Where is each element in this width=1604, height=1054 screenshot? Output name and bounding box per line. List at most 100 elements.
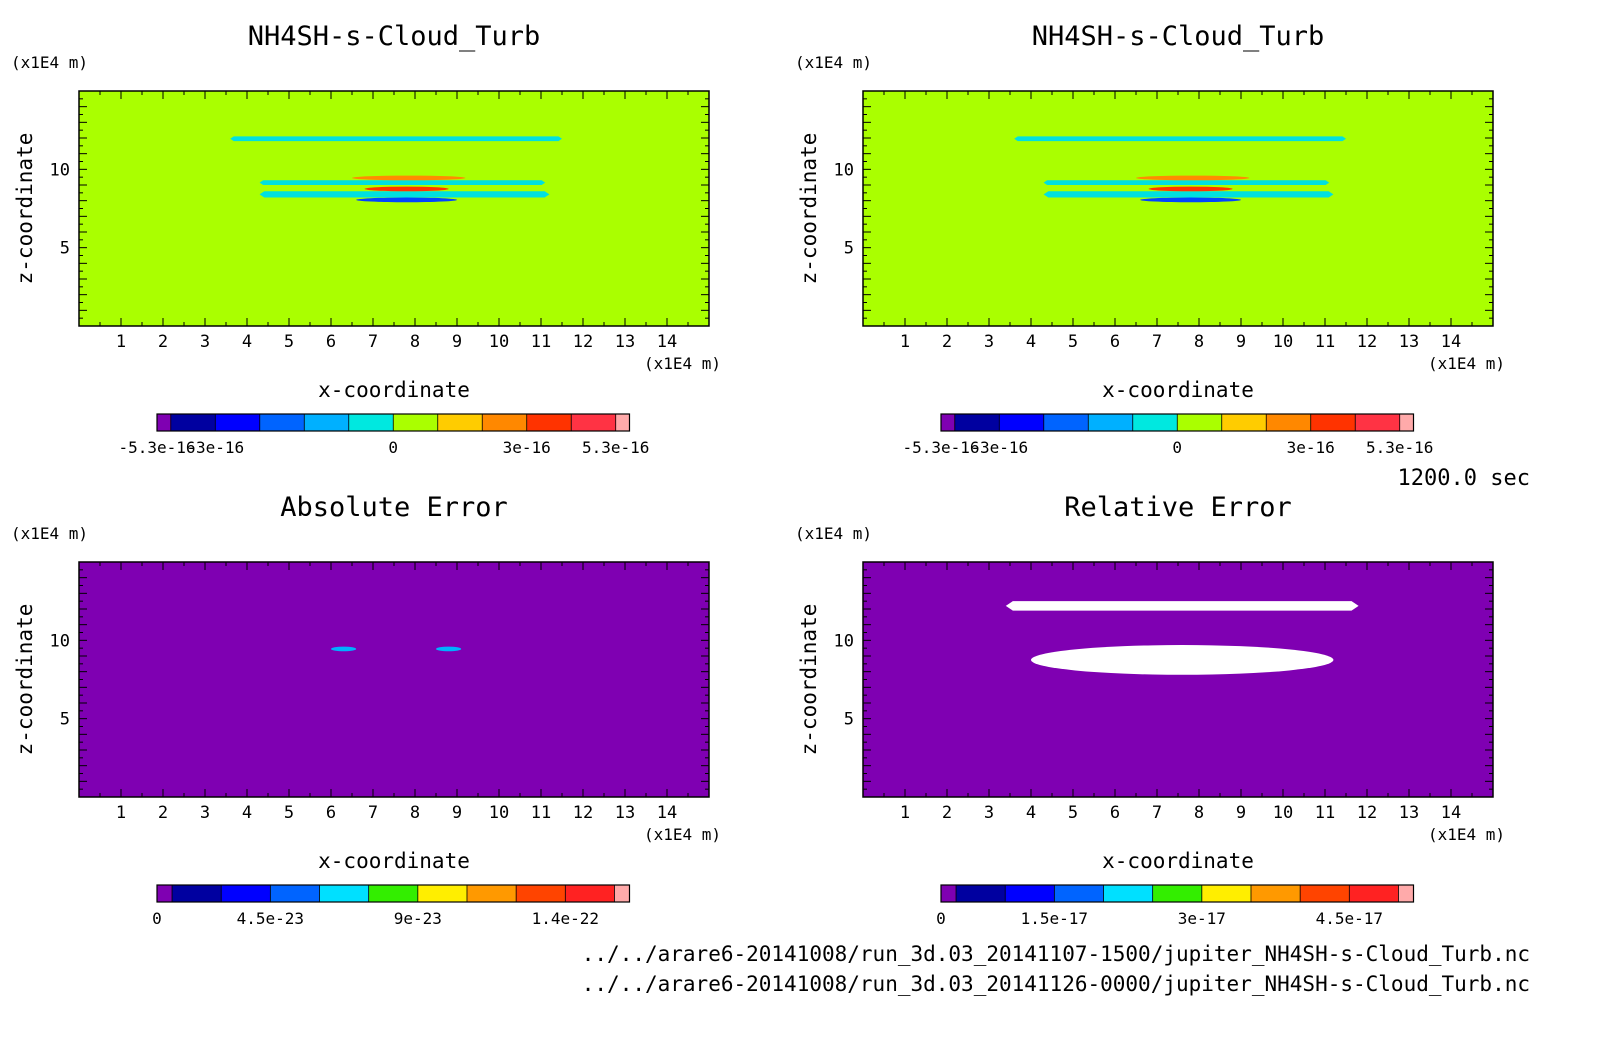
x-tick-label: 14 xyxy=(657,332,677,352)
y-tick-label: 5 xyxy=(844,710,854,730)
field-feature-blob xyxy=(1031,645,1334,675)
x-tick-label: 2 xyxy=(158,332,168,352)
colorbar-swatch xyxy=(1103,885,1153,902)
colorbar-tick-label: -5.3e-16 xyxy=(902,438,979,457)
colorbar-swatch xyxy=(170,414,216,431)
field-background xyxy=(863,91,1493,326)
colorbar-swatch xyxy=(259,414,305,431)
colorbar-swatch xyxy=(466,885,517,902)
colorbar-swatch xyxy=(270,885,320,902)
colorbar-tick-label: 3e-16 xyxy=(1287,438,1335,457)
x-tick-label: 3 xyxy=(984,803,994,823)
colorbar-swatch xyxy=(393,414,438,431)
field-feature-blob xyxy=(352,175,466,181)
y-axis-label: z-coordinate xyxy=(797,604,821,756)
colorbar-swatch xyxy=(1266,414,1311,431)
x-tick-label: 10 xyxy=(1273,332,1293,352)
colorbar-swatch xyxy=(348,414,394,431)
x-tick-label: 3 xyxy=(984,332,994,352)
colorbar-swatch xyxy=(157,885,173,902)
colorbar-swatch xyxy=(1399,414,1414,431)
colorbar-tick-label: 1.5e-17 xyxy=(1021,909,1088,928)
chart-title: NH4SH-s-Cloud_Turb xyxy=(1032,21,1325,52)
field-feature-band xyxy=(1043,180,1330,185)
x-tick-label: 9 xyxy=(452,332,462,352)
chart-title: NH4SH-s-Cloud_Turb xyxy=(248,21,541,52)
colorbar-swatch xyxy=(954,414,1000,431)
colorbar-tick-label: 4.5e-23 xyxy=(237,909,304,928)
field-feature-blob xyxy=(364,186,449,192)
x-tick-label: 2 xyxy=(942,332,952,352)
y-unit-label: (x1E4 m) xyxy=(795,524,872,543)
colorbar-swatch xyxy=(482,414,527,431)
field-feature-blob xyxy=(1140,197,1241,203)
x-tick-label: 7 xyxy=(368,332,378,352)
x-tick-label: 14 xyxy=(1441,332,1461,352)
colorbar-swatch xyxy=(1300,885,1350,902)
colorbar-tick-label: 0 xyxy=(936,909,946,928)
colorbar-swatch xyxy=(1005,885,1055,902)
colorbar-swatch xyxy=(1221,414,1267,431)
x-tick-label: 6 xyxy=(1110,803,1120,823)
x-unit-label: (x1E4 m) xyxy=(644,825,721,844)
x-unit-label: (x1E4 m) xyxy=(644,354,721,373)
x-axis-label: x-coordinate xyxy=(1102,849,1254,873)
chart-title: Absolute Error xyxy=(280,492,508,523)
x-tick-label: 1 xyxy=(900,803,910,823)
colorbar-swatch xyxy=(319,885,369,902)
colorbar-tick-label: -3e-16 xyxy=(970,438,1028,457)
time-label: 1200.0 sec xyxy=(1397,466,1530,491)
x-tick-label: 5 xyxy=(284,803,294,823)
file-path-2: ../../arare6-20141008/run_3d.03_20141126… xyxy=(581,972,1530,996)
x-tick-label: 13 xyxy=(1399,803,1419,823)
colorbar-swatch xyxy=(1152,885,1202,902)
colorbar-tick-label: 0 xyxy=(152,909,162,928)
x-tick-label: 3 xyxy=(200,332,210,352)
colorbar-swatch xyxy=(614,885,630,902)
colorbar-tick-label: -3e-16 xyxy=(186,438,244,457)
y-axis-label: z-coordinate xyxy=(13,604,37,756)
colorbar-swatch xyxy=(615,414,630,431)
x-tick-label: 10 xyxy=(1273,803,1293,823)
field-feature-band xyxy=(230,136,562,142)
colorbar-swatch xyxy=(172,885,222,902)
colorbar-swatch xyxy=(1054,885,1104,902)
x-unit-label: (x1E4 m) xyxy=(1428,354,1505,373)
x-tick-label: 12 xyxy=(573,332,593,352)
x-tick-label: 5 xyxy=(1068,803,1078,823)
x-tick-label: 1 xyxy=(116,332,126,352)
x-tick-label: 9 xyxy=(452,803,462,823)
x-axis-label: x-coordinate xyxy=(1102,378,1254,402)
colorbar-swatch xyxy=(221,885,271,902)
colorbar-swatch xyxy=(437,414,483,431)
field-background xyxy=(79,562,709,797)
field-feature-blob xyxy=(1136,175,1250,181)
colorbar-tick-label: 3e-16 xyxy=(503,438,551,457)
x-unit-label: (x1E4 m) xyxy=(1428,825,1505,844)
y-unit-label: (x1E4 m) xyxy=(795,53,872,72)
x-tick-label: 4 xyxy=(1026,803,1036,823)
file-path-1: ../../arare6-20141008/run_3d.03_20141107… xyxy=(581,942,1530,966)
colorbar-swatch xyxy=(565,885,615,902)
colorbar-swatch xyxy=(215,414,260,431)
field-feature-spot xyxy=(436,646,462,652)
colorbar-tick-label: 3e-17 xyxy=(1178,909,1226,928)
x-tick-label: 3 xyxy=(200,803,210,823)
x-tick-label: 10 xyxy=(489,332,509,352)
x-tick-label: 8 xyxy=(410,803,420,823)
field-feature-band xyxy=(259,180,546,185)
colorbar-swatch xyxy=(941,885,957,902)
x-tick-label: 11 xyxy=(531,332,551,352)
x-tick-label: 1 xyxy=(900,332,910,352)
x-tick-label: 8 xyxy=(410,332,420,352)
field-feature-spot xyxy=(331,646,357,652)
colorbar-tick-label: 0 xyxy=(1172,438,1182,457)
colorbar-swatch xyxy=(999,414,1044,431)
x-tick-label: 11 xyxy=(1315,803,1335,823)
colorbar-swatch xyxy=(1177,414,1222,431)
y-unit-label: (x1E4 m) xyxy=(11,524,88,543)
x-tick-label: 13 xyxy=(615,803,635,823)
